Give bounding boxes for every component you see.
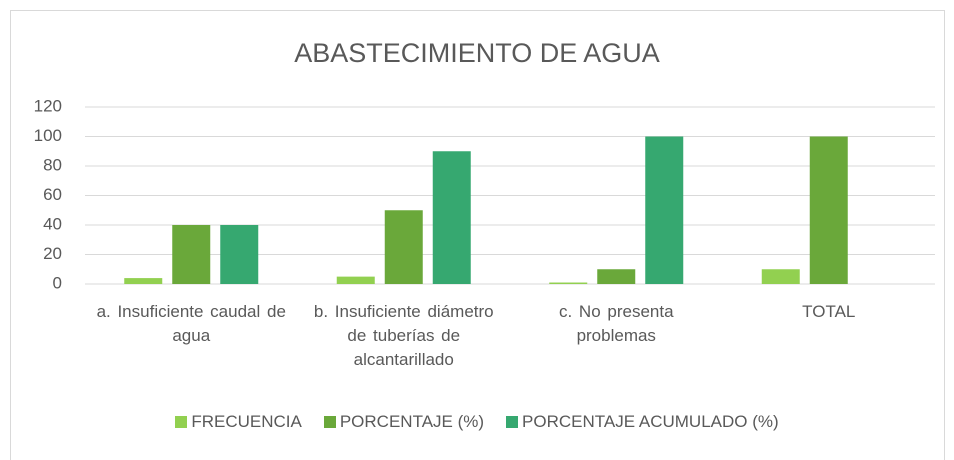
- x-tick-label: b. Insuficiente diámetro de tuberías de …: [313, 302, 494, 369]
- bar: [645, 136, 684, 284]
- bar: [172, 225, 211, 284]
- bar: [124, 278, 163, 284]
- y-tick-label: 40: [43, 214, 62, 233]
- y-tick-label: 120: [34, 96, 62, 115]
- legend: FRECUENCIA PORCENTAJE (%) PORCENTAJE ACUMU…: [0, 412, 954, 432]
- legend-label: PORCENTAJE ACUMULADO (%): [522, 412, 779, 431]
- bar: [432, 151, 471, 284]
- y-tick-label: 60: [43, 185, 62, 204]
- legend-swatch: [506, 416, 519, 428]
- bar: [761, 269, 800, 284]
- x-tick-label: TOTAL: [802, 302, 856, 321]
- x-tick-label: a. Insuficiente caudal de agua: [96, 302, 286, 345]
- legend-item: FRECUENCIA: [175, 412, 302, 432]
- y-tick-label: 80: [43, 155, 62, 174]
- bar: [809, 136, 848, 284]
- legend-item: PORCENTAJE ACUMULADO (%): [506, 412, 779, 432]
- x-tick-label: c. No presenta problemas: [558, 302, 674, 345]
- bar: [384, 210, 423, 284]
- legend-label: FRECUENCIA: [191, 412, 302, 431]
- y-tick-label: 20: [43, 244, 62, 263]
- chart-title: ABASTECIMIENTO DE AGUA: [294, 38, 660, 68]
- legend-label: PORCENTAJE (%): [339, 412, 485, 431]
- bar: [549, 282, 588, 284]
- y-tick-label: 0: [53, 273, 62, 292]
- legend-swatch: [175, 416, 188, 428]
- bar: [597, 269, 636, 284]
- legend-item: PORCENTAJE (%): [323, 412, 485, 432]
- chart-border: [10, 10, 945, 460]
- legend-swatch: [323, 416, 336, 428]
- bar: [220, 225, 259, 284]
- y-tick-label: 100: [34, 126, 62, 145]
- bar: [336, 276, 375, 284]
